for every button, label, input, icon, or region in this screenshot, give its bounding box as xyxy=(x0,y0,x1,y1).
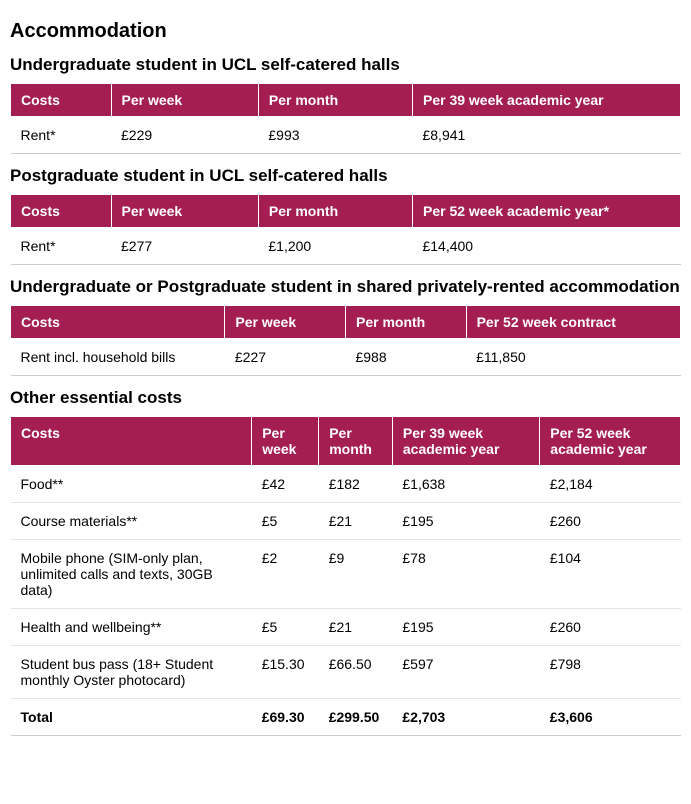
column-header: Costs xyxy=(11,417,252,466)
column-header: Per 52 week academic year* xyxy=(412,195,680,228)
cell: £229 xyxy=(111,117,258,154)
cell: Course materials** xyxy=(11,503,252,540)
column-header: Per week xyxy=(252,417,319,466)
table-row: Mobile phone (SIM-only plan, unlimited c… xyxy=(11,540,681,609)
total-cell: £2,703 xyxy=(392,699,539,736)
column-header: Costs xyxy=(11,84,112,117)
cell: £260 xyxy=(540,609,681,646)
cell: £195 xyxy=(392,503,539,540)
column-header: Per month xyxy=(258,84,412,117)
cell: £14,400 xyxy=(412,228,680,265)
cell: £1,638 xyxy=(392,466,539,503)
cell: £15.30 xyxy=(252,646,319,699)
cell: £988 xyxy=(345,339,466,376)
total-cell: £69.30 xyxy=(252,699,319,736)
cell: £2,184 xyxy=(540,466,681,503)
table-row: Rent incl. household bills£227£988£11,85… xyxy=(11,339,681,376)
cell: £195 xyxy=(392,609,539,646)
column-header: Per week xyxy=(111,84,258,117)
cell: Rent incl. household bills xyxy=(11,339,225,376)
column-header: Per week xyxy=(111,195,258,228)
section-heading: Undergraduate or Postgraduate student in… xyxy=(10,277,681,297)
main-heading: Accommodation xyxy=(10,20,681,43)
table-row: Student bus pass (18+ Student monthly Oy… xyxy=(11,646,681,699)
total-cell: £299.50 xyxy=(319,699,393,736)
cell: £1,200 xyxy=(258,228,412,265)
total-row: Total£69.30£299.50£2,703£3,606 xyxy=(11,699,681,736)
cell: £2 xyxy=(252,540,319,609)
cost-table: CostsPer weekPer monthPer 52 week academ… xyxy=(10,194,681,265)
column-header: Per week xyxy=(225,306,346,339)
table-row: Rent*£277£1,200£14,400 xyxy=(11,228,681,265)
total-cell: £3,606 xyxy=(540,699,681,736)
cost-table: CostsPer weekPer monthPer 39 week academ… xyxy=(10,416,681,736)
cell: Student bus pass (18+ Student monthly Oy… xyxy=(11,646,252,699)
column-header: Costs xyxy=(11,195,112,228)
cell: Health and wellbeing** xyxy=(11,609,252,646)
cell: £227 xyxy=(225,339,346,376)
column-header: Per 39 week academic year xyxy=(392,417,539,466)
column-header: Per month xyxy=(319,417,393,466)
other-costs-heading: Other essential costs xyxy=(10,388,681,408)
column-header: Per 39 week academic year xyxy=(412,84,680,117)
cell: £9 xyxy=(319,540,393,609)
cell: £182 xyxy=(319,466,393,503)
cell: Mobile phone (SIM-only plan, unlimited c… xyxy=(11,540,252,609)
cell: Rent* xyxy=(11,228,112,265)
cell: £277 xyxy=(111,228,258,265)
cost-table: CostsPer weekPer monthPer 52 week contra… xyxy=(10,305,681,376)
cell: £21 xyxy=(319,609,393,646)
column-header: Costs xyxy=(11,306,225,339)
table-row: Rent*£229£993£8,941 xyxy=(11,117,681,154)
cell: £597 xyxy=(392,646,539,699)
table-row: Health and wellbeing**£5£21£195£260 xyxy=(11,609,681,646)
column-header: Per 52 week contract xyxy=(466,306,680,339)
column-header: Per 52 week academic year xyxy=(540,417,681,466)
cost-table: CostsPer weekPer monthPer 39 week academ… xyxy=(10,83,681,154)
cell: £11,850 xyxy=(466,339,680,376)
cell: £798 xyxy=(540,646,681,699)
column-header: Per month xyxy=(258,195,412,228)
table-row: Course materials**£5£21£195£260 xyxy=(11,503,681,540)
section-heading: Undergraduate student in UCL self-catere… xyxy=(10,55,681,75)
column-header: Per month xyxy=(345,306,466,339)
cell: £66.50 xyxy=(319,646,393,699)
cell: £42 xyxy=(252,466,319,503)
cell: £260 xyxy=(540,503,681,540)
cell: £104 xyxy=(540,540,681,609)
section-heading: Postgraduate student in UCL self-catered… xyxy=(10,166,681,186)
cell: £5 xyxy=(252,609,319,646)
cell: Food** xyxy=(11,466,252,503)
total-cell: Total xyxy=(11,699,252,736)
cell: £8,941 xyxy=(412,117,680,154)
cell: Rent* xyxy=(11,117,112,154)
cell: £78 xyxy=(392,540,539,609)
cell: £993 xyxy=(258,117,412,154)
cell: £5 xyxy=(252,503,319,540)
cell: £21 xyxy=(319,503,393,540)
table-row: Food**£42£182£1,638£2,184 xyxy=(11,466,681,503)
